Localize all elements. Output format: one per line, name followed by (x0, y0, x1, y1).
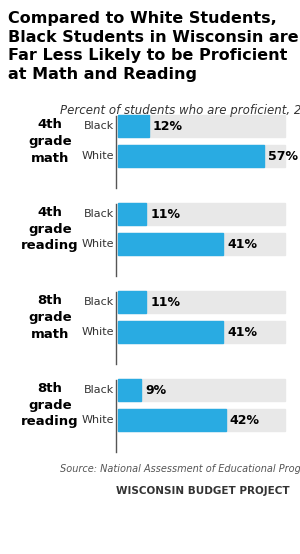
Text: 41%: 41% (227, 238, 257, 250)
Bar (118, 379, 285, 401)
Text: Percent of students who are proficient, 2013.: Percent of students who are proficient, … (60, 104, 300, 117)
Text: 4th
grade
math: 4th grade math (28, 117, 72, 165)
Text: WISCONSIN BUDGET PROJECT: WISCONSIN BUDGET PROJECT (116, 486, 290, 496)
Text: 57%: 57% (268, 150, 298, 162)
Bar (118, 233, 285, 255)
Bar (118, 203, 285, 225)
Bar (118, 321, 285, 343)
Text: White: White (82, 151, 114, 161)
Text: White: White (82, 327, 114, 337)
Bar (118, 321, 223, 343)
Text: 12%: 12% (153, 120, 183, 132)
Bar (118, 115, 285, 137)
Bar (118, 233, 223, 255)
Bar (118, 203, 146, 225)
Text: 4th
grade
reading: 4th grade reading (21, 206, 79, 253)
Bar (118, 379, 141, 401)
Text: 41%: 41% (227, 326, 257, 338)
Bar (118, 291, 285, 313)
Bar (118, 145, 285, 167)
Text: 11%: 11% (150, 295, 180, 309)
Text: 8th
grade
math: 8th grade math (28, 294, 72, 341)
Text: 42%: 42% (230, 413, 260, 427)
Bar (118, 291, 146, 313)
Text: 9%: 9% (145, 383, 166, 397)
Bar (118, 115, 149, 137)
Text: White: White (82, 415, 114, 425)
Text: 11%: 11% (150, 208, 180, 220)
Text: Compared to White Students,
Black Students in Wisconsin are
Far Less Likely to b: Compared to White Students, Black Studen… (8, 11, 298, 82)
Text: White: White (82, 239, 114, 249)
Bar (118, 409, 285, 431)
Bar (118, 145, 264, 167)
Bar (118, 409, 226, 431)
Text: Black: Black (84, 209, 114, 219)
Text: 8th
grade
reading: 8th grade reading (21, 382, 79, 428)
Text: Black: Black (84, 121, 114, 131)
Text: Black: Black (84, 297, 114, 307)
Text: Black: Black (84, 385, 114, 395)
Text: Source: National Assessment of Educational Progress: Source: National Assessment of Education… (60, 464, 300, 474)
